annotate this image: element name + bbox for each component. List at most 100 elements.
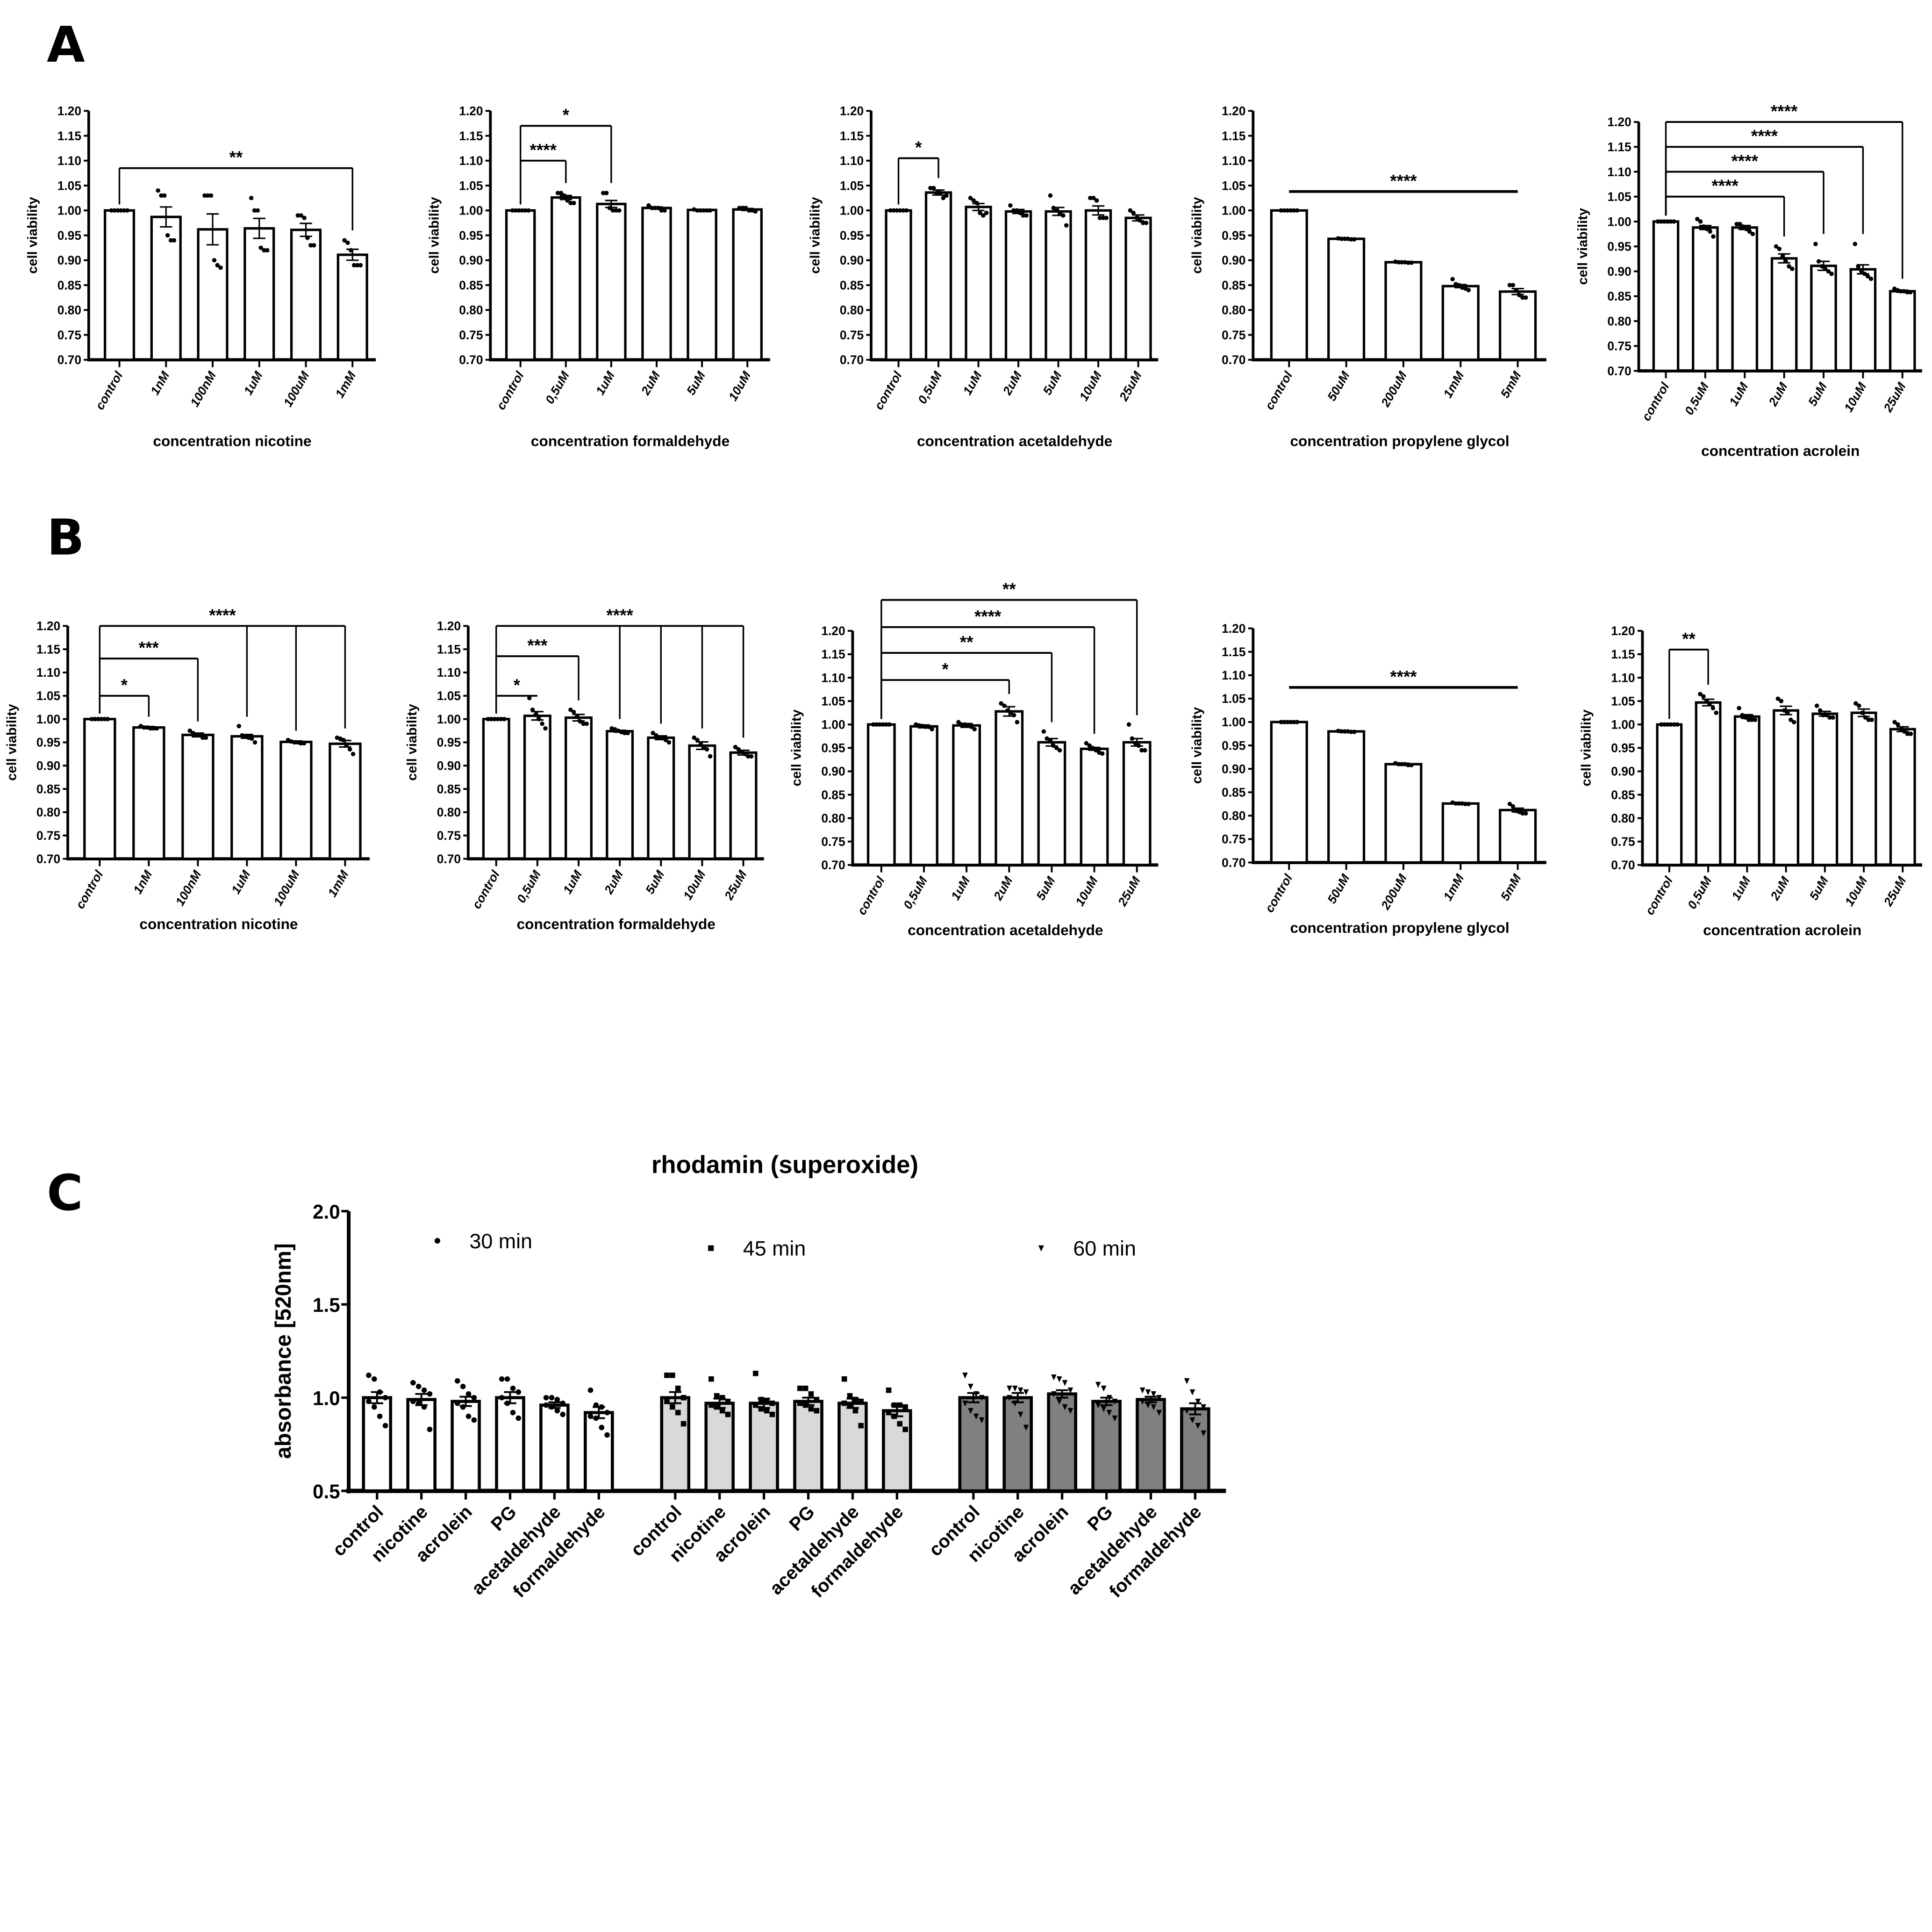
y-tick-label: 0.70 (1222, 856, 1245, 870)
data-point (194, 733, 199, 738)
data-point (1094, 748, 1098, 753)
data-point (1106, 1395, 1112, 1401)
data-point (1831, 715, 1835, 720)
data-point (252, 740, 258, 745)
data-point (301, 741, 307, 746)
data-point (1136, 743, 1141, 748)
data-point (610, 208, 615, 213)
x-tick-label: 25uM (1881, 874, 1909, 909)
data-point (753, 1370, 758, 1376)
data-point (1352, 237, 1357, 242)
significance-label: * (915, 138, 922, 157)
x-tick-label: 0,5uM (901, 874, 930, 912)
y-tick-label: 1.20 (36, 619, 60, 633)
bar (1441, 285, 1480, 361)
data-point (969, 724, 974, 730)
data-point (894, 208, 899, 213)
data-point (1339, 236, 1344, 241)
x-tick-label: 10uM (1073, 874, 1101, 909)
y-tick-label: 0.75 (821, 835, 845, 849)
y-tick-label: 0.75 (459, 328, 483, 342)
x-tick-label: 0,5uM (915, 369, 945, 407)
y-tick-label: 0.70 (36, 852, 60, 866)
data-point (902, 1426, 908, 1432)
y-axis-title: cell viability (789, 709, 804, 786)
y-tick-label: 0.85 (57, 278, 81, 292)
data-point (1088, 195, 1093, 200)
bar (596, 202, 627, 361)
significance-label: ** (960, 632, 973, 651)
y-tick-label: 0.75 (437, 829, 461, 843)
data-point (1860, 710, 1865, 715)
data-point (886, 1387, 892, 1393)
y-axis-title: cell viability (1190, 707, 1205, 784)
data-point (604, 1410, 610, 1416)
y-tick-label: 0.80 (459, 303, 483, 317)
data-point (1463, 801, 1468, 807)
data-point (1507, 283, 1512, 287)
bar (885, 209, 912, 361)
bar (1384, 763, 1423, 864)
bar (729, 751, 758, 860)
data-point (355, 263, 360, 268)
data-point (1094, 198, 1099, 203)
data-point (962, 1372, 968, 1379)
data-point (1898, 289, 1903, 293)
bar (1180, 1407, 1210, 1493)
data-point (1399, 260, 1404, 265)
data-point (558, 191, 564, 195)
legend-label: 30 min (469, 1230, 532, 1253)
data-point (342, 238, 347, 243)
bar (1731, 226, 1759, 372)
data-point (587, 1387, 594, 1393)
data-point (358, 263, 363, 268)
x-tick-label: 5uM (1805, 379, 1830, 408)
data-point (814, 1396, 820, 1402)
chart-panel-9: 0.70 0.75 0.80 0.85 0.90 0.95 1.00 1.05 1.10 1.15… (1579, 624, 1922, 938)
y-tick-label: 0.70 (1611, 858, 1635, 872)
data-point (543, 1402, 549, 1408)
x-tick-label: 1uM (229, 867, 253, 896)
data-point (252, 208, 257, 213)
significance-label: **** (606, 606, 633, 625)
data-point (1775, 696, 1781, 701)
data-point (516, 208, 522, 213)
y-tick-label: 0.80 (57, 303, 81, 317)
data-point (205, 193, 210, 198)
panel-label-a: A (47, 16, 85, 73)
data-point (1868, 276, 1874, 281)
data-point (115, 208, 120, 213)
data-point (926, 724, 931, 730)
y-tick-label: 1.10 (1611, 671, 1635, 685)
data-point (719, 1408, 725, 1414)
data-point (1856, 264, 1860, 269)
data-point (1133, 741, 1138, 746)
data-point (1662, 219, 1667, 224)
chart-panel-8: 0.70 0.75 0.80 0.85 0.90 0.95 1.00 1.05 1.10 1.15… (1190, 622, 1546, 936)
data-point (200, 735, 205, 740)
data-point (1829, 272, 1834, 276)
data-point (1857, 703, 1861, 708)
x-axis-title: concentration acetaldehyde (917, 432, 1112, 449)
bar (1770, 257, 1798, 372)
data-point (604, 191, 609, 195)
bar (1692, 226, 1719, 372)
chart-panel-5: 0.70 0.75 0.80 0.85 0.90 0.95 1.00 1.05 1.10 1.15… (4, 606, 370, 932)
legend-label: 60 min (1073, 1237, 1136, 1260)
data-point (743, 751, 747, 757)
data-point (499, 716, 503, 722)
y-tick-label: 0.70 (821, 858, 845, 872)
data-point (802, 1402, 809, 1408)
y-tick-label: 0.95 (1222, 229, 1245, 243)
data-point (308, 243, 313, 248)
y-tick-label: 1.20 (57, 104, 81, 118)
data-point (454, 1400, 460, 1406)
data-point (1134, 215, 1139, 221)
data-point (347, 747, 352, 752)
data-point (1349, 237, 1353, 242)
data-point (704, 747, 709, 752)
data-point (1466, 287, 1471, 293)
data-point (489, 716, 494, 722)
data-point (410, 1398, 416, 1404)
